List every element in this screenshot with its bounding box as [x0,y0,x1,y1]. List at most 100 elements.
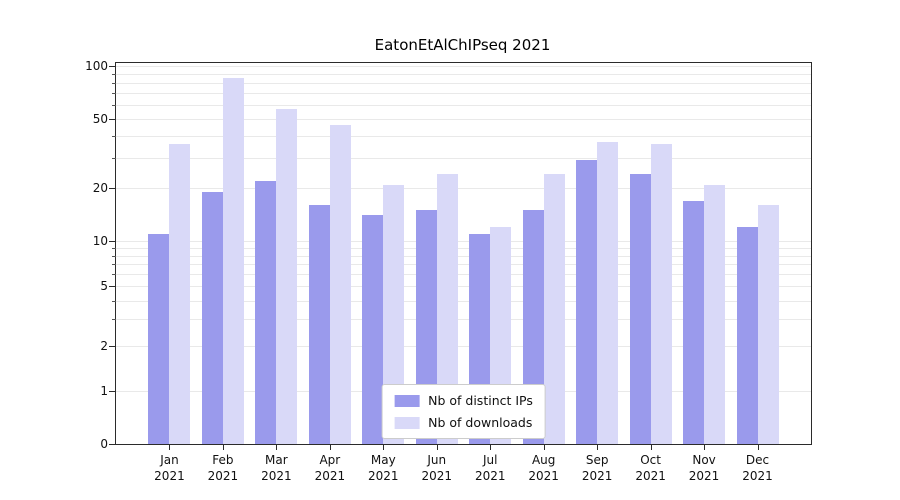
bar-downloads [222,78,244,444]
x-tick-label: Oct 2021 [619,452,683,484]
x-tick-month: Feb [212,453,234,467]
x-tick-month: Sep [585,453,609,467]
legend-entry: Nb of distinct IPs [394,393,533,408]
x-tick-label: May 2021 [351,452,415,484]
gridline [116,286,811,288]
y-tick-label: 100 [85,59,108,73]
bar-downloads [383,184,405,444]
x-tick-year: 2021 [528,469,559,483]
y-tick-label: 5 [100,279,108,294]
gridline [116,135,811,137]
x-tick-month: Apr [319,453,341,467]
x-tick-label: Apr 2021 [298,452,362,484]
bar-downloads [704,184,726,444]
y-minor-tick-mark [112,255,116,257]
x-tick-month: Jul [482,453,498,467]
y-minor-tick-mark [112,93,116,95]
bar-distinct-ips [683,200,705,444]
x-tick-month: Jun [427,453,447,467]
x-tick-year: 2021 [368,469,399,483]
bar-downloads [436,174,458,444]
y-tick-label: 10 [92,234,108,248]
x-tick-label: Mar 2021 [244,452,308,484]
y-minor-tick-mark [112,274,116,276]
x-tick-month: Dec [745,453,770,467]
y-tick-mark [109,286,116,288]
bar-distinct-ips [201,192,223,444]
gridline [116,264,811,266]
gridline [116,300,811,302]
bar-distinct-ips [736,227,758,444]
y-tick-mark [109,118,116,120]
x-tick-mark [222,445,224,450]
y-minor-tick-mark [112,82,116,84]
x-tick-label: Feb 2021 [191,452,255,484]
legend-entry: Nb of downloads [394,415,533,430]
gridline [116,104,811,106]
x-tick-label: Jul 2021 [458,452,522,484]
x-tick-year: 2021 [581,469,613,483]
x-tick-year: 2021 [474,469,506,483]
x-tick-year: 2021 [261,469,292,483]
x-tick-mark [276,445,278,450]
x-tick-year: 2021 [154,469,185,483]
legend-label: Nb of distinct IPs [428,393,533,408]
y-tick-label: 50 [92,111,108,126]
y-tick-label: 20 [92,181,108,196]
bar-downloads [169,143,191,444]
y-tick-mark [109,444,116,445]
gridline [116,255,811,257]
gridline [116,241,811,242]
x-tick-mark [543,445,545,450]
chart-title: EatonEtAlChIPseq 2021 [374,36,551,54]
x-tick-mark [597,445,599,450]
y-tick-mark [109,391,116,392]
x-tick-year: 2021 [688,469,720,483]
bar-distinct-ips [576,160,598,444]
legend-label: Nb of downloads [428,415,533,430]
x-tick-mark [169,445,171,450]
y-minor-tick-mark [112,135,116,137]
x-tick-mark [490,445,492,450]
gridline [116,93,811,95]
x-tick-label: Sep 2021 [565,452,629,484]
y-tick-mark [109,66,116,67]
x-tick-month: Jan [160,453,179,467]
x-tick-mark [329,445,331,450]
gridline [116,74,811,75]
gridline [116,345,811,347]
x-tick-label: Jan 2021 [137,452,201,484]
y-minor-tick-mark [112,157,116,159]
y-tick-label: 1 [100,384,108,398]
x-tick-month: May [370,453,396,467]
y-minor-tick-mark [112,74,116,75]
x-tick-mark [436,445,438,450]
x-tick-mark [704,445,706,450]
bar-distinct-ips [629,174,651,444]
y-tick-label: 0 [100,437,108,451]
gridline [116,118,811,120]
bar-downloads [276,108,298,444]
gridline [116,319,811,321]
y-tick-mark [109,241,116,242]
x-tick-year: 2021 [421,469,453,483]
x-tick-label: Nov 2021 [672,452,736,484]
bar-downloads [329,125,351,444]
y-minor-tick-mark [112,264,116,266]
bar-distinct-ips [362,215,384,444]
legend-swatch [394,394,420,407]
y-tick-label: 2 [100,338,108,353]
y-minor-tick-mark [112,247,116,249]
bar-distinct-ips [255,181,277,444]
x-tick-label: Jun 2021 [405,452,469,484]
x-tick-mark [757,445,759,450]
x-tick-year: 2021 [635,469,666,483]
y-tick-mark [109,345,116,347]
y-minor-tick-mark [112,104,116,106]
bar-distinct-ips [148,233,170,444]
gridline [116,66,811,67]
y-minor-tick-mark [112,300,116,302]
y-minor-tick-mark [112,319,116,321]
legend-swatch [394,416,420,429]
bar-distinct-ips [308,205,330,444]
